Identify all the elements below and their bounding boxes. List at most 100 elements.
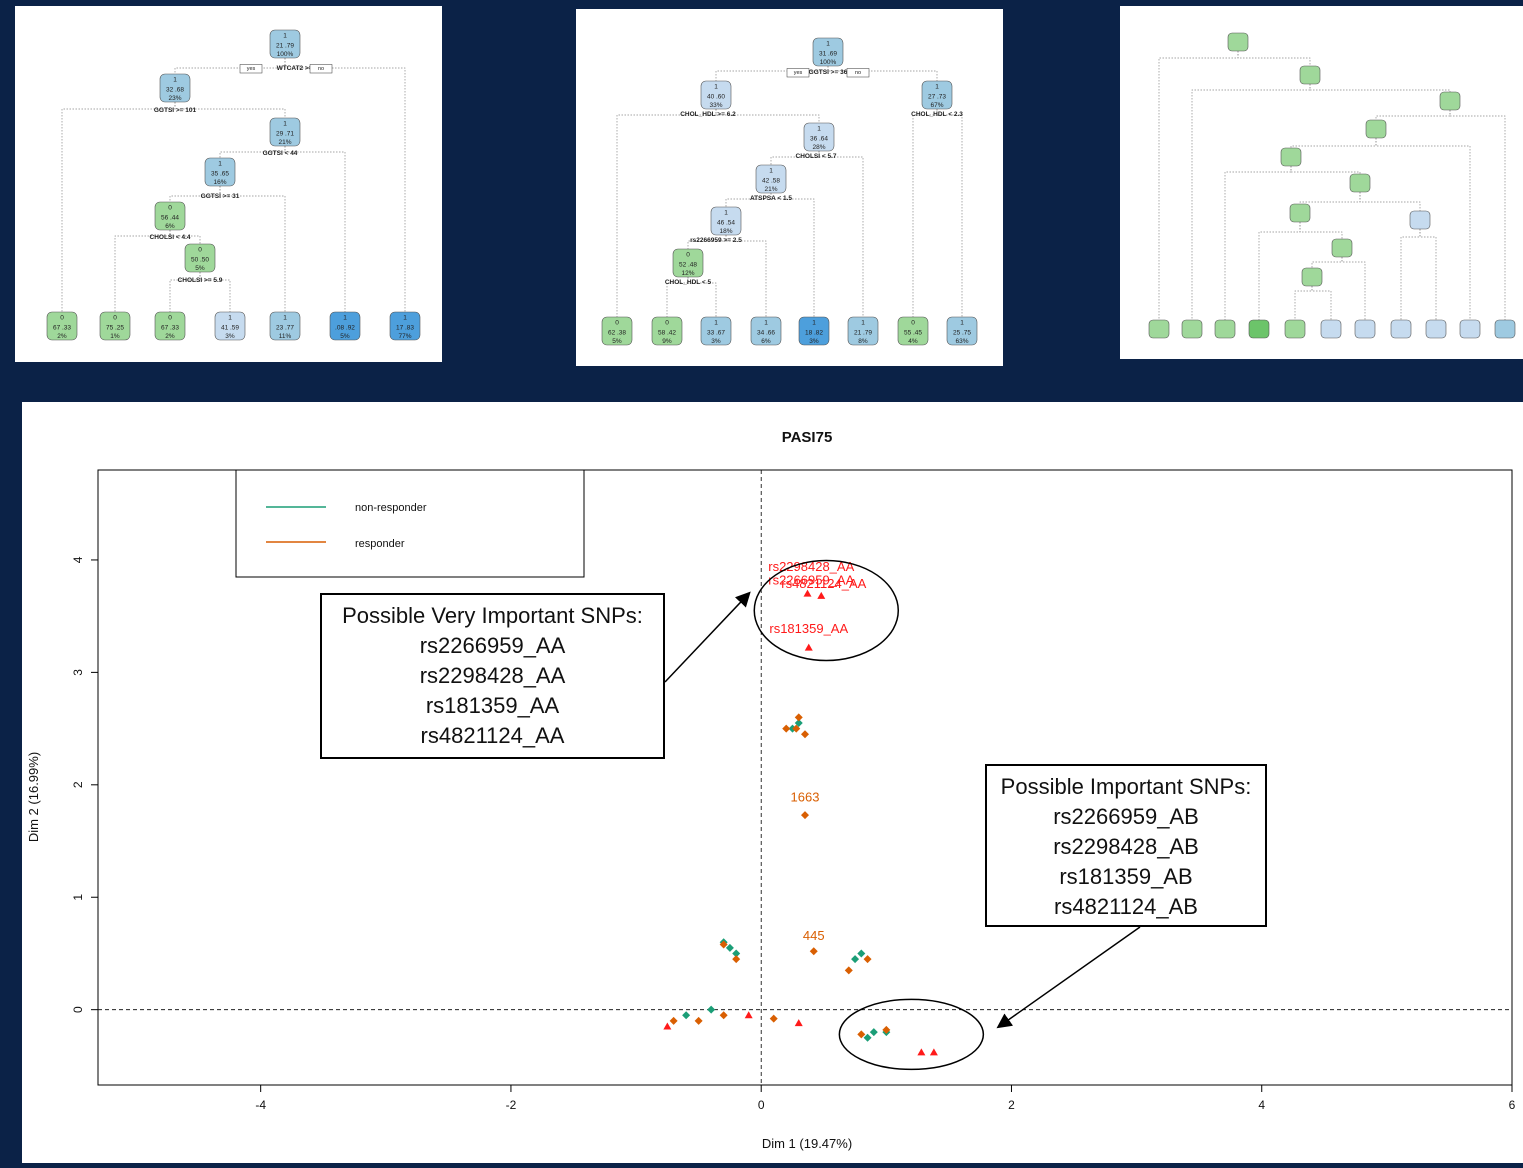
snp-point <box>744 1011 753 1019</box>
tree-node-probability: 34 .66 <box>757 329 775 336</box>
tree-node: 1 35 .65 16% <box>204 157 236 187</box>
tree-node-class: 1 <box>935 84 939 91</box>
tree-node-box <box>329 311 361 341</box>
tree-node-box <box>1301 267 1323 287</box>
x-tick-label: 2 <box>1008 1098 1015 1112</box>
responder-point <box>719 1011 728 1020</box>
tree-node-percent: 21% <box>278 139 291 146</box>
tree-node-box <box>99 311 131 341</box>
point-label: 1663 <box>791 790 820 805</box>
tree-node-box <box>750 316 782 346</box>
tree-node-probability: 40 .60 <box>707 93 725 100</box>
tree-edge <box>1294 286 1313 320</box>
tree-node-percent: 2% <box>165 333 175 340</box>
tree-node-percent: 3% <box>225 333 235 340</box>
tree-node-box <box>1354 319 1376 339</box>
tree-node-box <box>184 243 216 273</box>
tree-node-probability: 46 .54 <box>717 219 735 226</box>
tree-node-box <box>700 80 732 110</box>
tree-node: 1 40 .60 33% <box>700 80 732 110</box>
tree-node: 0 67 .33 2% <box>46 311 78 341</box>
tree-node-box <box>154 201 186 231</box>
tree-edge <box>1158 51 1239 320</box>
tree-edge <box>1258 222 1301 320</box>
tree-node-class: 1 <box>714 84 718 91</box>
tree-node-probability: 29 .71 <box>276 130 294 137</box>
pasi75-scatter-plot: PASI75 Dim 1 (19.47%) Dim 2 (16.99%) non… <box>26 429 1516 1151</box>
tree-node-class: 1 <box>724 210 728 217</box>
tree-edge <box>284 146 346 312</box>
tree-node-probability: 75 .25 <box>106 324 124 331</box>
tree-node-box <box>159 73 191 103</box>
callout-very-important-title: Possible Very Important SNPs: <box>342 603 643 628</box>
tree-edge <box>284 58 406 312</box>
tree-node-probability: 25 .75 <box>953 329 971 336</box>
point-label: 445 <box>803 928 825 943</box>
callout-very-important-snp: rs4821124_AA <box>420 723 565 748</box>
snp-point <box>929 1048 938 1056</box>
tree-node-probability: 67 .33 <box>161 324 179 331</box>
tree-node-class: 0 <box>615 320 619 327</box>
tree-node-class: 1 <box>826 41 830 48</box>
tree-edge <box>169 186 221 202</box>
tree-node-percent: 5% <box>612 338 622 345</box>
tree-node-class: 0 <box>113 315 117 322</box>
tree-node-box <box>847 316 879 346</box>
tree-yes-no-box <box>846 68 870 78</box>
tree-edge <box>1419 229 1437 320</box>
tree-edge <box>1290 166 1361 176</box>
tree-node-box <box>1227 32 1249 52</box>
responder-point <box>863 955 872 964</box>
callout-important-title: Possible Important SNPs: <box>1000 774 1252 799</box>
tree-node: 1 46 .54 18% <box>710 206 742 236</box>
tree-node-box <box>1331 238 1353 258</box>
tree-node: 1 27 .73 67% <box>921 80 953 110</box>
responder-point <box>801 811 809 820</box>
tree-node: 0 55 .45 4% <box>897 316 929 346</box>
tree-node-probability: 27 .73 <box>928 93 946 100</box>
tree-edge <box>1311 286 1332 320</box>
tree-yes-no-label: no <box>855 70 861 76</box>
tree-split-label: CHOL_HDL < 5 <box>665 279 712 286</box>
tree-node-box <box>812 37 844 67</box>
callout-very-important-snps: Possible Very Important SNPs: rs2266959_… <box>320 593 665 759</box>
tree-split-label: CHOLSI >= 5.9 <box>178 277 223 284</box>
tree-node-probability: 33 .67 <box>707 329 725 336</box>
tree-edge <box>1311 257 1343 270</box>
tree-edge <box>219 186 286 312</box>
tree-node-box <box>269 29 301 59</box>
tree-split-label: CHOL_HDL < 2.3 <box>911 111 963 118</box>
tree-node-box <box>214 311 246 341</box>
tree-node-box <box>46 311 78 341</box>
tree-edge <box>1375 110 1451 122</box>
tree-node-box <box>1248 319 1270 339</box>
tree-node-class: 1 <box>343 315 347 322</box>
tree-edge <box>174 102 286 118</box>
tree-split-label: CHOLSI < 5.7 <box>796 153 837 160</box>
tree-node-class: 0 <box>686 252 690 259</box>
tree-edge <box>1299 222 1343 241</box>
tree-node-probability: 62 .38 <box>608 329 626 336</box>
tree-node-probability: 32 .68 <box>166 86 184 93</box>
legend-non-responder: non-responder <box>355 502 427 514</box>
tree-split-label: GGTSI >= 36 <box>809 69 848 76</box>
tree-edge <box>169 230 201 244</box>
tree-node-percent: 100% <box>277 51 294 58</box>
y-tick-label: 4 <box>71 556 85 563</box>
tree-node-percent: 12% <box>681 270 694 277</box>
tree-node-box <box>651 316 683 346</box>
tree-node-percent: 3% <box>711 338 721 345</box>
tree-node-box <box>1459 319 1481 339</box>
tree-node: 1 42 .58 21% <box>755 164 787 194</box>
non-responder-point <box>794 718 803 727</box>
tree-node: 0 50 .50 5% <box>184 243 216 273</box>
tree-node-percent: 1% <box>110 333 120 340</box>
tree-node-box <box>154 311 186 341</box>
point-label: rs2266959_AA <box>768 573 854 588</box>
tree-edge <box>912 109 938 317</box>
tree-node-percent: 77% <box>398 333 411 340</box>
tree-node-box <box>700 316 732 346</box>
tree-node-class: 1 <box>714 320 718 327</box>
tree-split-label: CHOL_HDL >= 6.2 <box>680 111 736 118</box>
tree-node-class: 1 <box>283 121 287 128</box>
